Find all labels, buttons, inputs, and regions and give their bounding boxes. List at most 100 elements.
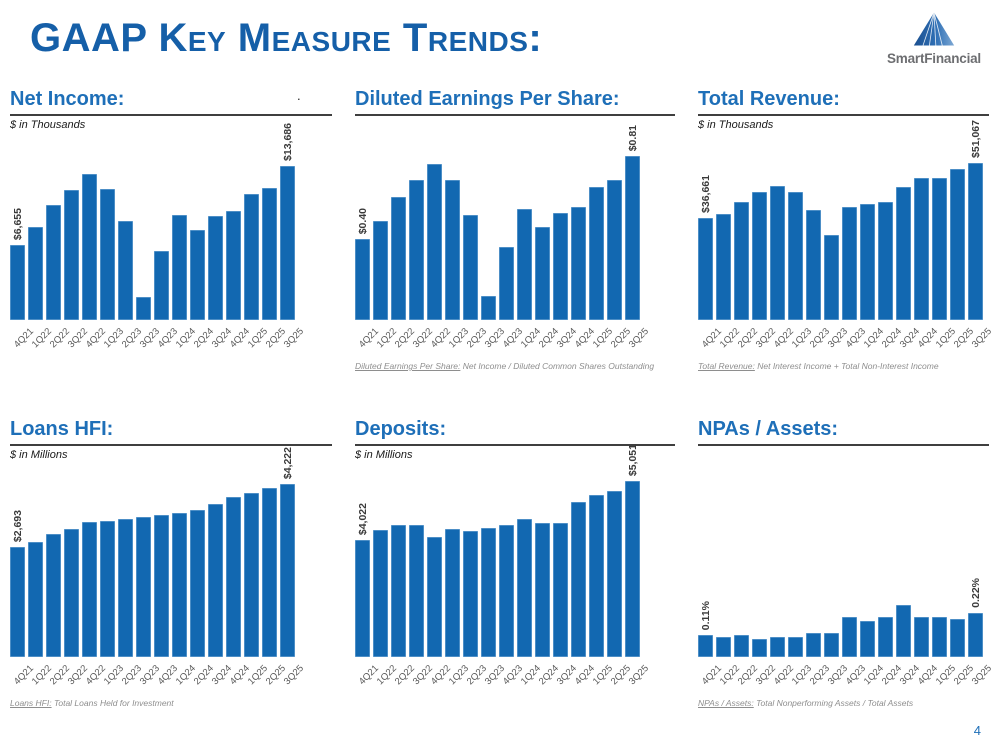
x-tick-3Q24: 3Q24	[209, 663, 234, 688]
x-tick-4Q23: 4Q23	[843, 663, 868, 688]
x-tick-4Q23: 4Q23	[155, 326, 180, 351]
chart-footnote: Loans HFI: Total Loans Held for Investme…	[10, 698, 332, 708]
chart-units-label: $ in Millions	[10, 449, 68, 461]
x-tick-3Q22: 3Q22	[410, 663, 435, 688]
bar-3Q25: $4,222	[280, 447, 295, 657]
bar-3Q22	[64, 190, 79, 320]
chart-title-total-revenue: Total Revenue:	[698, 88, 989, 116]
chart-footnote: Total Revenue: Net Interest Income + Tot…	[698, 361, 989, 371]
bar-3Q25: $51,067	[968, 120, 983, 320]
chart-footnote: Diluted Earnings Per Share: Net Income /…	[355, 361, 675, 371]
x-tick-2Q22: 2Q22	[47, 663, 72, 688]
x-tick-2Q23: 2Q23	[464, 326, 489, 351]
bar-1Q25	[932, 178, 947, 320]
bar-value-label: $36,661	[699, 175, 712, 213]
bar-3Q24	[208, 216, 223, 320]
bar-1Q23	[100, 521, 115, 657]
x-axis-labels: 4Q21 1Q22 2Q22 3Q22 4Q22 1Q23 2Q23 3Q23 4Q23 1Q24…	[355, 660, 675, 694]
bar-value-label: $6,655	[11, 207, 24, 240]
bar-2Q22	[46, 534, 61, 657]
x-tick-3Q24: 3Q24	[897, 326, 922, 351]
x-tick-2Q22: 2Q22	[392, 326, 417, 351]
chart-title-deposits: Deposits:	[355, 418, 675, 446]
bar-2Q25	[262, 188, 277, 320]
bar-3Q23	[824, 633, 839, 657]
chart-title-diluted-eps: Diluted Earnings Per Share:	[355, 88, 675, 116]
x-tick-2Q22: 2Q22	[47, 326, 72, 351]
bar-2Q24	[190, 230, 205, 320]
x-tick-1Q25: 1Q25	[590, 663, 615, 688]
bar-3Q24	[896, 187, 911, 320]
bar-2Q23	[118, 221, 133, 320]
panel-npas-assets: NPAs / Assets: 0.11% 0.22% 4Q21 1Q22 2Q22 3Q…	[698, 418, 994, 708]
bar-1Q25	[244, 194, 259, 320]
x-tick-2Q23: 2Q23	[119, 326, 144, 351]
bar-4Q23	[842, 617, 857, 657]
x-tick-4Q23: 4Q23	[843, 326, 868, 351]
bar-4Q23	[842, 207, 857, 320]
x-tick-1Q22: 1Q22	[29, 663, 54, 688]
panel-net-income: Net Income: $ in Thousands $6,655 $13,686…	[10, 88, 332, 361]
bar-value-label: $4,022	[356, 502, 369, 535]
x-tick-2Q24: 2Q24	[191, 663, 216, 688]
x-tick-3Q22: 3Q22	[65, 663, 90, 688]
x-tick-2Q23: 2Q23	[119, 663, 144, 688]
bar-value-label: $0.81	[626, 124, 639, 151]
footnote-text: Net Income / Diluted Common Shares Outst…	[460, 361, 655, 371]
x-tick-2Q25: 2Q25	[263, 326, 288, 351]
bar-4Q24	[571, 207, 586, 320]
bar-chart-net-income: $6,655 $13,686	[10, 123, 332, 320]
page-title: GAAP Key Measure Trends:	[30, 16, 543, 60]
x-tick-3Q23: 3Q23	[137, 326, 162, 351]
x-tick-3Q22: 3Q22	[753, 326, 778, 351]
bar-4Q24	[914, 178, 929, 320]
x-tick-1Q22: 1Q22	[374, 326, 399, 351]
bar-1Q24	[517, 519, 532, 657]
bar-1Q22	[373, 221, 388, 320]
x-tick-1Q23: 1Q23	[446, 663, 471, 688]
bar-3Q24	[553, 213, 568, 320]
chart-units-label: $ in Millions	[355, 449, 413, 461]
x-tick-4Q22: 4Q22	[428, 663, 453, 688]
bar-3Q23	[824, 235, 839, 320]
bar-1Q23	[445, 180, 460, 320]
x-tick-1Q25: 1Q25	[590, 326, 615, 351]
x-tick-3Q24: 3Q24	[554, 326, 579, 351]
bar-1Q24	[172, 513, 187, 657]
bar-4Q21: $36,661	[698, 175, 713, 320]
x-tick-1Q24: 1Q24	[173, 326, 198, 351]
x-tick-1Q25: 1Q25	[933, 326, 958, 351]
x-tick-2Q25: 2Q25	[951, 326, 976, 351]
x-tick-2Q24: 2Q24	[879, 663, 904, 688]
bar-1Q23	[445, 529, 460, 657]
chart-units-label	[698, 446, 989, 465]
x-axis-labels: 4Q21 1Q22 2Q22 3Q22 4Q22 1Q23 2Q23 3Q23 4Q23 1Q24…	[10, 323, 332, 357]
x-tick-2Q23: 2Q23	[807, 663, 832, 688]
x-tick-4Q23: 4Q23	[500, 326, 525, 351]
x-tick-3Q24: 3Q24	[209, 326, 234, 351]
bar-2Q23	[463, 531, 478, 657]
chart-units-label: $ in Thousands	[698, 119, 774, 131]
bar-4Q24	[571, 502, 586, 657]
bar-value-label: $51,067	[969, 120, 982, 158]
x-tick-2Q25: 2Q25	[951, 663, 976, 688]
chart-footnote: NPAs / Assets: Total Nonperforming Asset…	[698, 698, 989, 708]
x-tick-4Q21: 4Q21	[699, 663, 724, 688]
chart-title-net-income: Net Income:	[10, 88, 332, 116]
x-tick-4Q22: 4Q22	[428, 326, 453, 351]
bar-3Q25: $13,686	[280, 123, 295, 320]
logo-wordmark: SmartFinancial	[887, 51, 981, 66]
x-axis-labels: 4Q21 1Q22 2Q22 3Q22 4Q22 1Q23 2Q23 3Q23 4Q23 1Q24…	[355, 323, 675, 357]
x-tick-1Q23: 1Q23	[446, 326, 471, 351]
bar-3Q22	[752, 639, 767, 657]
x-axis-labels: 4Q21 1Q22 2Q22 3Q22 4Q22 1Q23 2Q23 3Q23 4Q23 1Q24…	[10, 660, 332, 694]
x-tick-3Q23: 3Q23	[825, 326, 850, 351]
bar-3Q23	[136, 297, 151, 320]
bar-1Q24	[172, 215, 187, 320]
bar-4Q24	[226, 497, 241, 657]
x-tick-3Q23: 3Q23	[482, 326, 507, 351]
footnote-label: Total Revenue:	[698, 361, 755, 371]
bar-chart-npas-assets: 0.11% 0.22%	[698, 481, 989, 657]
panel-diluted-eps: Diluted Earnings Per Share: $0.40 $0.81 4…	[355, 88, 675, 371]
x-tick-4Q24: 4Q24	[915, 663, 940, 688]
